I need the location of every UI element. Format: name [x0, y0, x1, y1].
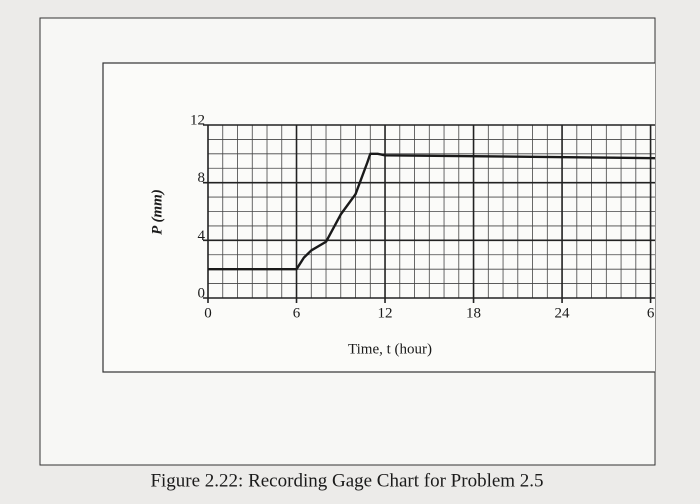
y-tick-label: 0 [198, 285, 206, 301]
plot: 0 6 12 18 24 6 [203, 124, 655, 321]
y-tick-label: 12 [190, 112, 205, 128]
caption: Figure 2.22: Recording Gage Chart for Pr… [150, 470, 543, 491]
y-axis-label: P (mm) [149, 189, 165, 235]
inner-frame [102, 62, 655, 373]
x-tick-label: 0 [204, 305, 212, 321]
x-tick-label: 6 [293, 305, 301, 321]
x-axis-label: Time, t (hour) [348, 341, 432, 357]
y-tick-label: 8 [198, 170, 206, 186]
data-line [208, 152, 655, 271]
x-tick-label: 12 [378, 305, 393, 321]
y-tick-label: 4 [198, 228, 206, 244]
x-tick-label: 18 [466, 305, 481, 321]
x-tick-label: 6 [647, 305, 655, 321]
x-tick-label: 24 [555, 305, 571, 321]
